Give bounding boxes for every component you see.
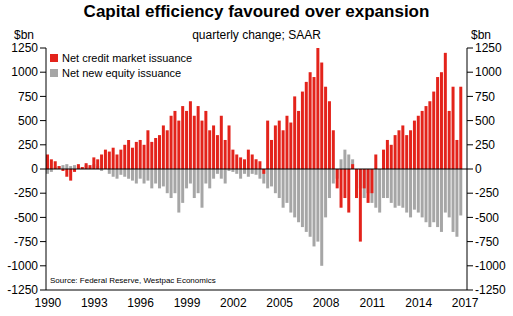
svg-text:-1250: -1250	[8, 283, 38, 297]
svg-text:750: 750	[18, 90, 38, 104]
svg-text:1250: 1250	[475, 41, 502, 55]
svg-text:0: 0	[31, 162, 38, 176]
html-text:Capital efficiency favoured ov: Capital efficiency favoured over expansi…	[83, 2, 430, 21]
svg-text:2014: 2014	[405, 296, 432, 310]
svg-text:750: 750	[475, 90, 495, 104]
svg-text:-750: -750	[14, 235, 38, 249]
svg-text:-1000: -1000	[475, 259, 505, 273]
svg-text:-1250: -1250	[475, 283, 505, 297]
svg-text:1996: 1996	[127, 296, 154, 310]
svg-text:2005: 2005	[266, 296, 293, 310]
html-text:$bn: $bn	[14, 28, 34, 42]
svg-text:2002: 2002	[220, 296, 247, 310]
svg-text:500: 500	[18, 114, 38, 128]
svg-text:1000: 1000	[475, 65, 502, 79]
svg-text:500: 500	[475, 114, 495, 128]
html-text:$bn: $bn	[471, 28, 491, 42]
svg-text:2017: 2017	[452, 296, 479, 310]
html-text:Net credit market issuance: Net credit market issuance	[62, 51, 193, 64]
svg-text:1999: 1999	[174, 296, 201, 310]
svg-text:-500: -500	[475, 211, 499, 225]
svg-text:-500: -500	[14, 211, 38, 225]
svg-text:-1000: -1000	[8, 259, 38, 273]
svg-text:-750: -750	[475, 235, 499, 249]
svg-text:2011: 2011	[359, 296, 385, 310]
svg-text:0: 0	[475, 162, 482, 176]
svg-text:-250: -250	[475, 186, 499, 200]
svg-text:1990: 1990	[35, 296, 62, 310]
svg-text:1000: 1000	[11, 65, 38, 79]
html-text:quarterly change; SAAR: quarterly change; SAAR	[192, 28, 321, 42]
html-text:Source: Federal Reserve, Westp: Source: Federal Reserve, Westpac Economi…	[50, 276, 216, 285]
svg-text:-250: -250	[14, 186, 38, 200]
svg-text:250: 250	[475, 138, 495, 152]
svg-text:250: 250	[18, 138, 38, 152]
svg-text:2008: 2008	[313, 296, 340, 310]
html-text:Net new equity issuance: Net new equity issuance	[62, 66, 182, 79]
svg-text:1250: 1250	[11, 41, 38, 55]
svg-text:1993: 1993	[81, 296, 108, 310]
